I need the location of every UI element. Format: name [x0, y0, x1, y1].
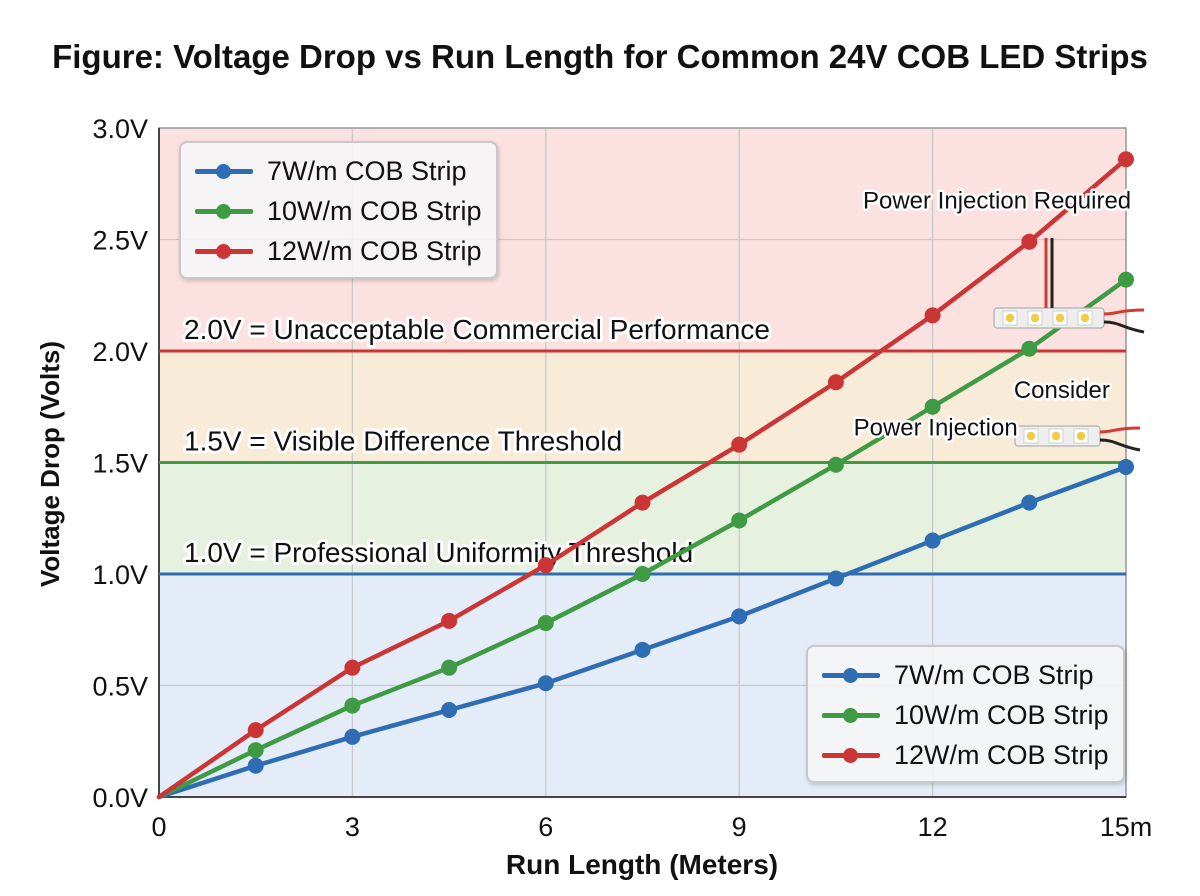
- led-chip-light: [1005, 313, 1015, 323]
- led-chip-light: [1030, 313, 1040, 323]
- annotation-label: Power Injection: [854, 415, 1018, 442]
- led-chip-light: [1080, 313, 1090, 323]
- zone-band-2: [159, 351, 1126, 463]
- led-chip-light: [1055, 313, 1065, 323]
- data-point: [1118, 151, 1134, 168]
- y-axis-label: Voltage Drop (Volts): [35, 341, 65, 587]
- data-point: [731, 436, 748, 453]
- y-tick-label: 0.5V: [92, 672, 148, 702]
- legend-label-12w: 12W/m COB Strip: [267, 235, 482, 266]
- legend-top-left: 7W/m COB Strip 10W/m COB Strip 12W/m COB…: [179, 141, 498, 279]
- data-point: [1021, 494, 1038, 511]
- x-tick-label: 0: [151, 812, 166, 842]
- legend-swatch-7w: [195, 161, 253, 181]
- wire-black: [1103, 320, 1145, 334]
- x-tick-label: 9: [732, 812, 747, 842]
- legend-bottom-right: 7W/m COB Strip 10W/m COB Strip 12W/m COB…: [806, 645, 1125, 783]
- led-chip-light: [1026, 431, 1036, 441]
- y-tick-label: 2.5V: [92, 226, 148, 256]
- data-point: [344, 659, 361, 676]
- y-tick-label: 1.5V: [92, 449, 148, 479]
- data-point: [827, 374, 844, 391]
- data-point: [247, 722, 264, 739]
- legend-swatch-12w: [822, 745, 880, 765]
- data-point: [441, 659, 458, 676]
- data-point: [247, 757, 264, 774]
- legend-item-12w: 12W/m COB Strip: [195, 231, 482, 271]
- data-point: [1118, 271, 1134, 288]
- y-tick-label: 2.0V: [92, 337, 148, 367]
- legend-label-7w: 7W/m COB Strip: [267, 155, 467, 186]
- legend-item-10w: 10W/m COB Strip: [195, 191, 482, 231]
- legend-label-12w: 12W/m COB Strip: [894, 739, 1109, 770]
- legend-item-10w: 10W/m COB Strip: [822, 695, 1109, 735]
- data-point: [344, 728, 361, 745]
- data-point: [731, 512, 748, 529]
- data-point: [537, 615, 554, 632]
- legend-label-7w: 7W/m COB Strip: [894, 659, 1094, 690]
- data-point: [1021, 340, 1038, 357]
- wire-red: [1103, 308, 1145, 316]
- x-axis-label: Run Length (Meters): [506, 849, 778, 880]
- data-point: [247, 742, 264, 759]
- data-point: [924, 398, 941, 415]
- data-point: [441, 612, 458, 629]
- x-tick-label: 6: [538, 812, 553, 842]
- legend-item-7w: 7W/m COB Strip: [195, 151, 482, 191]
- legend-item-7w: 7W/m COB Strip: [822, 655, 1109, 695]
- data-point: [924, 532, 941, 549]
- data-point: [1021, 233, 1038, 250]
- data-point: [1118, 458, 1134, 475]
- x-tick-label: 15m: [1100, 812, 1153, 842]
- data-point: [634, 641, 651, 658]
- data-point: [537, 675, 554, 692]
- y-tick-label: 0.0V: [92, 783, 148, 813]
- led-strip-illustration-0: [993, 238, 1145, 334]
- data-point: [441, 702, 458, 719]
- annotation-label: Power Injection Required: [863, 187, 1131, 214]
- data-point: [924, 307, 941, 324]
- data-point: [344, 697, 361, 714]
- wire-red: [1099, 426, 1141, 434]
- data-point: [634, 494, 651, 511]
- led-chip-light: [1051, 431, 1061, 441]
- threshold-label: 1.0V = Professional Uniformity Threshold: [184, 537, 693, 568]
- data-point: [537, 557, 554, 574]
- threshold-label: 2.0V = Unacceptable Commercial Performan…: [184, 314, 770, 345]
- led-strip-body: [993, 307, 1105, 329]
- legend-swatch-7w: [822, 665, 880, 685]
- legend-swatch-10w: [195, 201, 253, 221]
- y-tick-label: 1.0V: [92, 560, 148, 590]
- led-strip-illustration-1: [1014, 425, 1141, 452]
- y-tick-label: 3.0V: [92, 114, 148, 144]
- legend-swatch-10w: [822, 705, 880, 725]
- data-point: [731, 608, 748, 625]
- annotation-label: Consider: [1014, 377, 1110, 404]
- x-tick-label: 12: [918, 812, 948, 842]
- x-tick-label: 3: [345, 812, 360, 842]
- led-chip-light: [1076, 431, 1086, 441]
- chart-title: Figure: Voltage Drop vs Run Length for C…: [52, 38, 1148, 75]
- legend-item-12w: 12W/m COB Strip: [822, 735, 1109, 775]
- legend-swatch-12w: [195, 241, 253, 261]
- zone-band-1: [159, 462, 1126, 574]
- legend-label-10w: 10W/m COB Strip: [894, 699, 1109, 730]
- threshold-label: 1.5V = Visible Difference Threshold: [184, 426, 622, 457]
- data-point: [634, 566, 651, 582]
- data-point: [827, 570, 844, 587]
- legend-label-10w: 10W/m COB Strip: [267, 195, 482, 226]
- wire-black: [1099, 438, 1141, 452]
- data-point: [827, 456, 844, 473]
